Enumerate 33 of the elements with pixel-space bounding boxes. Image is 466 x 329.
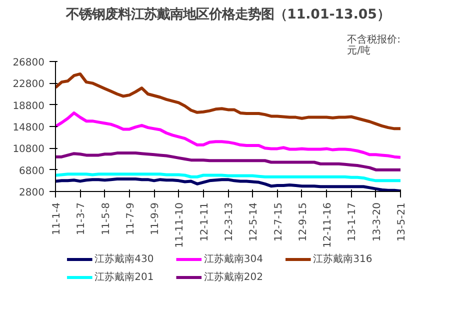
y-tick-label: 10800 [12, 144, 44, 156]
x-tick-label: 11-1-4 [52, 202, 62, 236]
chart-title: 不锈钢废料江苏戴南地区价格走势图（11.01-13.05） [65, 6, 390, 22]
legend-label: 江苏戴南304 [204, 253, 263, 265]
y-tick-label: 2800 [19, 188, 45, 198]
text: 不含税报价: 元/吨 [347, 34, 401, 56]
x-tick-label: 12-5-14 [248, 202, 260, 242]
line-series [56, 172, 400, 182]
x-tick-label: 11-5-8 [100, 202, 112, 236]
x-tick-label: 11-9-9 [150, 202, 162, 236]
x-tick-label: 13-1-17 [347, 202, 358, 242]
x-tick-label: 12-1-11 [199, 202, 210, 242]
legend-label: 江苏戴南202 [204, 271, 263, 283]
legend-label: 江苏戴南201 [94, 271, 154, 283]
line-series [56, 152, 400, 172]
legend-label: 江苏戴南430 [94, 253, 154, 265]
y-tick-label: 22800 [12, 79, 44, 90]
x-tick-label: 13-5-21 [396, 202, 408, 242]
x-tick-label: 11-11-10 [174, 202, 186, 248]
x-tick-label: 11-7-9 [125, 202, 136, 236]
y-tick-label: 6800 [19, 166, 45, 177]
x-tick-label: 13-3-20 [372, 202, 383, 242]
x-tick-label: 11-3-7 [76, 202, 88, 236]
y-tick-label: 26800 [12, 58, 44, 68]
x-tick-label: 12-7-15 [273, 202, 284, 242]
y-tick-label: 18800 [12, 100, 44, 112]
line-series [56, 111, 400, 159]
x-tick-label: 12-3-13 [224, 202, 235, 242]
line-series [56, 72, 400, 130]
x-tick-label: 12-9-15 [298, 202, 309, 242]
y-tick-label: 14800 [12, 122, 44, 134]
x-tick-label: 12-11-16 [322, 202, 334, 248]
legend-label: 江苏戴南316 [313, 253, 372, 265]
